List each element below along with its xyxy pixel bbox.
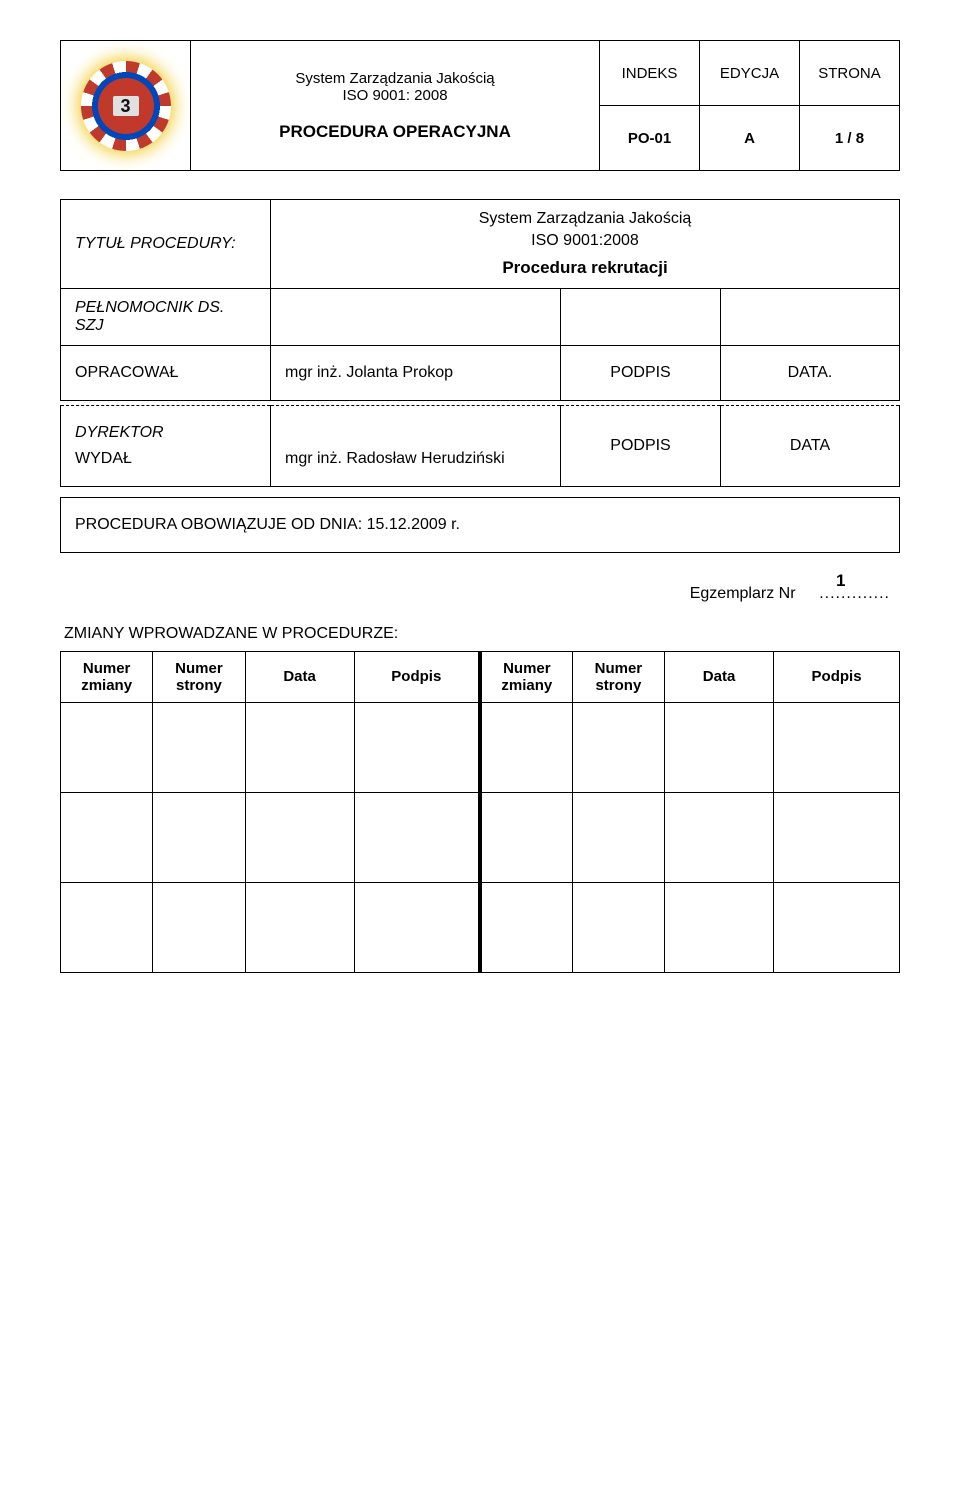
- plenipotent-name-cell: [271, 289, 561, 346]
- logo-cell: [61, 41, 191, 171]
- copy-label: Egzemplarz Nr: [690, 585, 796, 602]
- changes-h-data-l: Data: [245, 651, 354, 702]
- author-table: OPRACOWAŁ mgr inż. Jolanta Prokop PODPIS…: [60, 345, 900, 401]
- effective-text: PROCEDURA OBOWIĄZUJE OD DNIA: 15.12.2009…: [61, 497, 900, 552]
- title-iso: ISO 9001:2008: [285, 232, 885, 250]
- changes-h-numer-zmiany-l: Numer zmiany: [61, 651, 153, 702]
- director-date-label: DATA: [721, 405, 900, 486]
- director-name: mgr inż. Radosław Herudziński: [271, 405, 561, 486]
- plenipotent-date-cell: [721, 289, 900, 346]
- copy-dots: .............: [819, 585, 890, 602]
- header-iso-line: ISO 9001: 2008: [197, 87, 593, 104]
- author-date-label: DATA.: [721, 345, 900, 400]
- plenipotent-label: PEŁNOMOCNIK DS. SZJ: [61, 289, 271, 346]
- header-mid: System Zarządzania Jakością ISO 9001: 20…: [191, 41, 600, 171]
- header-indeks-label: INDEKS: [600, 41, 700, 106]
- copy-number-field: 1 .............: [800, 585, 890, 603]
- header-strona-value: 1 / 8: [800, 106, 900, 171]
- author-label: OPRACOWAŁ: [61, 345, 271, 400]
- header-edycja-label: EDYCJA: [700, 41, 800, 106]
- copy-number-row: Egzemplarz Nr 1 .............: [60, 585, 890, 603]
- changes-h-podpis-l: Podpis: [354, 651, 480, 702]
- title-label: TYTUŁ PROCEDURY:: [61, 200, 271, 289]
- changes-table: Numer zmiany Numer strony Data Podpis Nu…: [60, 651, 900, 973]
- director-sig-label: PODPIS: [561, 405, 721, 486]
- header-strona-label: STRONA: [800, 41, 900, 106]
- document-header: System Zarządzania Jakością ISO 9001: 20…: [60, 40, 900, 171]
- title-procedure-name: Procedura rekrutacji: [285, 258, 885, 278]
- gear-logo-icon: [81, 61, 171, 151]
- director-cell: DYREKTOR WYDAŁ: [61, 405, 271, 486]
- effective-table: PROCEDURA OBOWIĄZUJE OD DNIA: 15.12.2009…: [60, 497, 900, 553]
- header-indeks-value: PO-01: [600, 106, 700, 171]
- director-label: WYDAŁ: [75, 450, 256, 468]
- copy-number-value: 1: [836, 571, 845, 591]
- table-row: [61, 882, 900, 972]
- title-content: System Zarządzania Jakością ISO 9001:200…: [271, 200, 900, 289]
- plenipotent-sig-cell: [561, 289, 721, 346]
- table-row: [61, 792, 900, 882]
- changes-h-podpis-r: Podpis: [774, 651, 900, 702]
- header-edycja-value: A: [700, 106, 800, 171]
- author-sig-label: PODPIS: [561, 345, 721, 400]
- changes-title: ZMIANY WPROWADZANE W PROCEDURZE:: [64, 625, 900, 643]
- changes-h-numer-strony-l: Numer strony: [153, 651, 245, 702]
- header-procedure-line: PROCEDURA OPERACYJNA: [197, 122, 593, 142]
- changes-h-numer-strony-r: Numer strony: [572, 651, 664, 702]
- title-block-table: TYTUŁ PROCEDURY: System Zarządzania Jako…: [60, 199, 900, 346]
- header-system-line: System Zarządzania Jakością: [197, 70, 593, 87]
- director-table: DYREKTOR WYDAŁ mgr inż. Radosław Herudzi…: [60, 405, 900, 487]
- director-role: DYREKTOR: [75, 424, 256, 442]
- title-system: System Zarządzania Jakością: [285, 210, 885, 228]
- table-row: [61, 702, 900, 792]
- changes-h-numer-zmiany-r: Numer zmiany: [480, 651, 572, 702]
- changes-h-data-r: Data: [665, 651, 774, 702]
- author-name: mgr inż. Jolanta Prokop: [271, 345, 561, 400]
